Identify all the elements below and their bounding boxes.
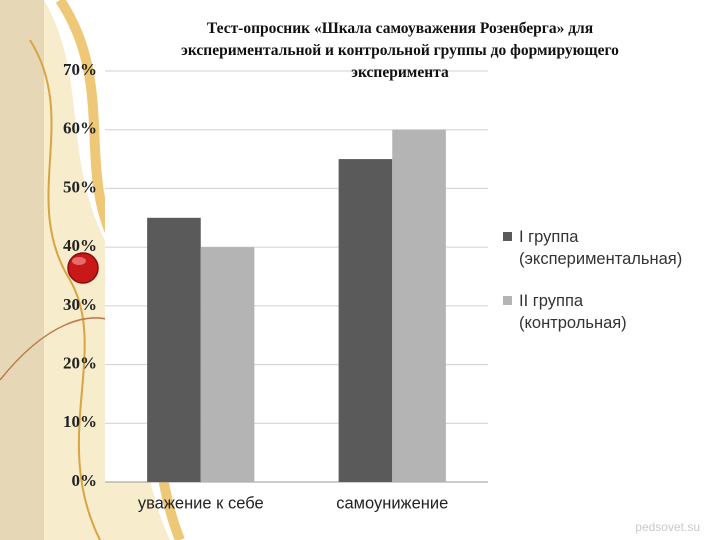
y-tick-label: 40% bbox=[63, 236, 97, 255]
decor-swirl bbox=[29, 39, 101, 540]
y-tick-label: 0% bbox=[72, 471, 98, 490]
y-tick-label: 20% bbox=[63, 353, 97, 372]
y-tick-label: 70% bbox=[63, 60, 97, 79]
x-tick-label: уважение к себе bbox=[138, 494, 264, 512]
bar bbox=[200, 247, 255, 482]
legend-label: I группа (экспериментальная) bbox=[519, 228, 683, 268]
decor-ball bbox=[67, 252, 99, 284]
bar bbox=[392, 129, 446, 482]
x-tick-label: самоунижение bbox=[336, 494, 448, 512]
legend-swatch bbox=[503, 232, 512, 241]
y-tick-label: 10% bbox=[63, 412, 97, 431]
legend-item: II группа (контрольная) bbox=[503, 290, 693, 334]
legend-label: II группа (контрольная) bbox=[519, 292, 627, 332]
y-tick-label: 50% bbox=[63, 177, 97, 196]
legend-swatch bbox=[503, 296, 512, 305]
bar bbox=[338, 159, 393, 483]
y-tick-label: 30% bbox=[63, 295, 97, 314]
decor-ball-shine bbox=[72, 257, 86, 265]
chart-title: Тест-опросник «Шкала самоуважения Розенб… bbox=[181, 20, 619, 81]
bar bbox=[147, 217, 201, 483]
watermark: pedsovet.su bbox=[635, 520, 700, 534]
legend-item: I группа (экспериментальная) bbox=[503, 226, 693, 270]
decor-band bbox=[0, 0, 44, 540]
plot-area: 0% 10% 20% 30% 40% 50% 60% 70% уважение к себе са… bbox=[63, 60, 488, 512]
y-tick-label: 60% bbox=[63, 119, 97, 138]
